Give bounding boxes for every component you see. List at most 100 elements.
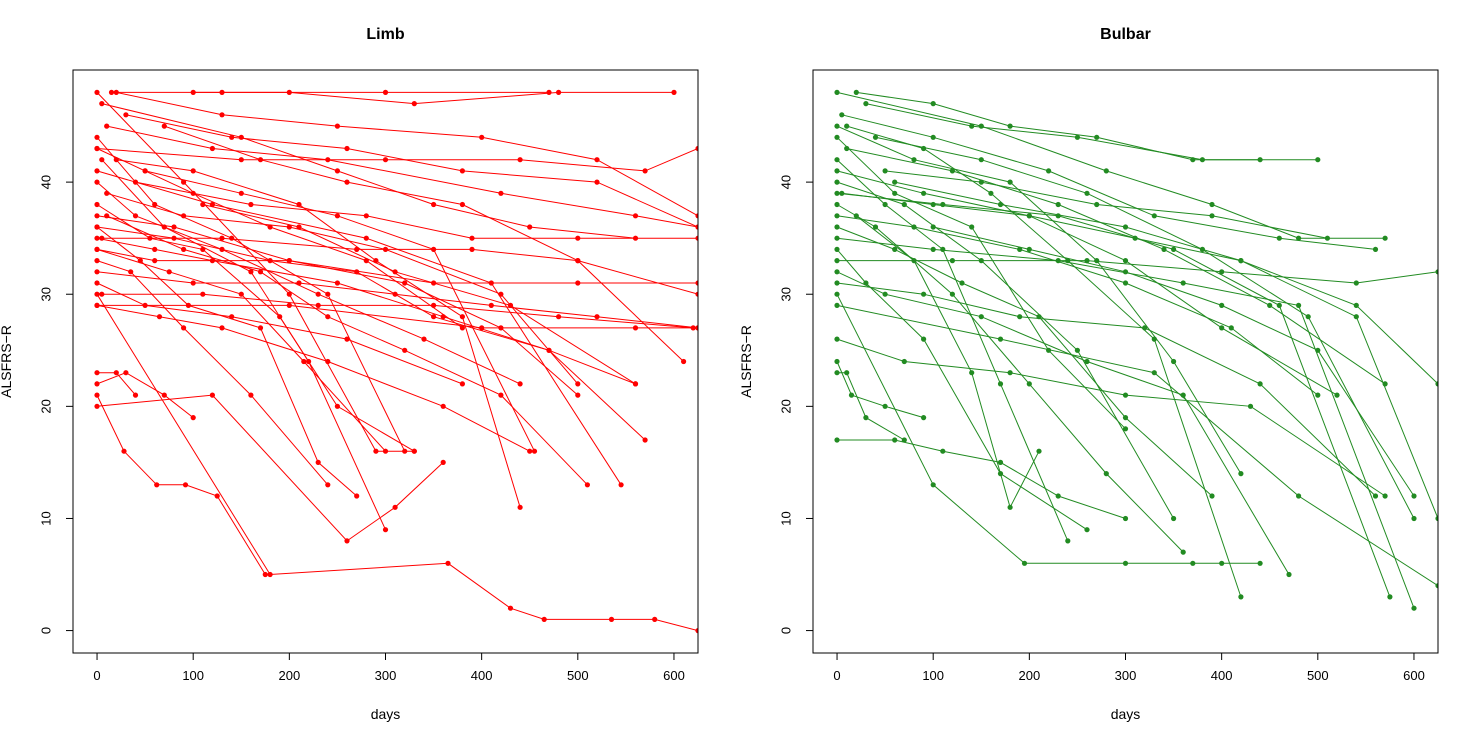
data-point — [1382, 235, 1388, 241]
data-point — [152, 246, 158, 252]
data-point — [94, 280, 100, 286]
series-line — [96, 293, 698, 632]
data-point — [1055, 213, 1061, 219]
data-point — [892, 179, 898, 185]
data-point — [431, 201, 437, 208]
data-point — [469, 246, 475, 252]
series-25 — [844, 123, 1244, 600]
data-point — [1315, 157, 1321, 163]
series-line — [164, 125, 684, 362]
data-point — [286, 224, 292, 230]
data-point — [1065, 258, 1071, 264]
data-point — [469, 235, 475, 241]
series-21 — [94, 370, 196, 421]
data-point — [872, 134, 879, 140]
series-line — [96, 226, 358, 497]
data-point — [1026, 381, 1032, 387]
y-tick-label: 10 — [779, 511, 794, 525]
data-point — [171, 224, 177, 230]
plot-area — [834, 89, 1438, 611]
series-15 — [834, 246, 1090, 533]
data-point — [1161, 246, 1167, 252]
data-point — [930, 482, 936, 488]
data-point — [1046, 168, 1052, 174]
data-point — [498, 392, 504, 398]
data-point — [94, 392, 100, 398]
data-point — [296, 224, 302, 230]
data-point — [997, 336, 1004, 342]
y-tick-label: 10 — [39, 511, 54, 525]
series-line — [836, 293, 1261, 564]
series-35 — [142, 168, 538, 454]
data-point — [445, 560, 451, 566]
data-point — [834, 201, 840, 208]
series-12 — [834, 213, 1321, 398]
data-point — [921, 291, 927, 297]
data-point — [1219, 560, 1225, 566]
data-point — [99, 291, 105, 297]
data-point — [1276, 302, 1282, 308]
data-point — [1094, 258, 1100, 264]
data-point — [671, 89, 677, 95]
data-point — [1007, 504, 1013, 510]
series-line — [106, 192, 579, 385]
data-point — [1122, 258, 1129, 264]
data-point — [459, 168, 465, 174]
x-tick-label: 200 — [278, 668, 300, 683]
data-point — [940, 201, 946, 208]
series-line — [836, 304, 1438, 587]
data-point — [584, 482, 590, 488]
data-point — [132, 213, 139, 219]
data-point — [892, 190, 898, 196]
series-line — [885, 170, 1328, 239]
x-axis: 0 100 200 300 400 500 600 days — [93, 652, 685, 722]
data-point — [181, 213, 187, 219]
data-point — [940, 246, 946, 252]
data-point — [334, 403, 340, 409]
data-point — [642, 168, 648, 174]
data-point — [190, 415, 196, 421]
data-point — [834, 246, 840, 252]
y-axis: 0 10 20 30 40 ALSFRS−R — [0, 175, 74, 634]
series-line — [836, 192, 1391, 598]
x-tick-label: 600 — [1403, 668, 1425, 683]
series-37 — [200, 201, 639, 387]
data-point — [1209, 201, 1215, 208]
data-point — [267, 224, 273, 230]
data-point — [575, 258, 581, 264]
data-point — [238, 157, 244, 163]
data-point — [402, 280, 408, 286]
data-point — [1171, 515, 1177, 522]
series-32 — [94, 246, 698, 286]
data-point — [161, 392, 167, 398]
data-point — [411, 448, 417, 454]
data-point — [978, 157, 984, 163]
data-point — [132, 392, 139, 398]
series-27 — [104, 190, 581, 387]
data-point — [1151, 336, 1157, 342]
data-point — [642, 437, 648, 443]
data-point — [459, 314, 465, 320]
data-point — [498, 190, 504, 196]
data-point — [997, 459, 1004, 465]
data-point — [594, 314, 600, 320]
series-line — [836, 226, 1213, 497]
data-point — [94, 258, 100, 264]
chart-title: Bulbar — [1100, 26, 1151, 43]
data-point — [1411, 493, 1417, 499]
bulbar-panel: Bulbar 0 100 200 300 400 500 600 days 0 10 20 30 40 AL… — [738, 26, 1439, 722]
data-point — [507, 605, 514, 611]
series-line — [836, 361, 924, 419]
series-line — [96, 304, 530, 452]
data-point — [1219, 325, 1225, 331]
data-point — [1257, 560, 1263, 566]
data-point — [1026, 246, 1032, 252]
x-tick-label: 400 — [1211, 668, 1233, 683]
data-point — [1065, 538, 1071, 544]
series-31 — [882, 168, 1330, 241]
series-line — [96, 271, 698, 329]
x-tick-label: 0 — [833, 668, 840, 683]
data-point — [1199, 157, 1205, 163]
data-point — [997, 201, 1004, 208]
